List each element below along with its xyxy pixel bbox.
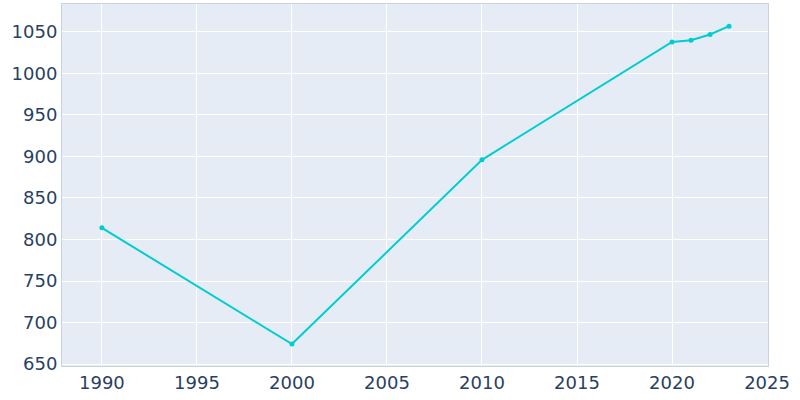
svg-text:1990: 1990 bbox=[79, 372, 125, 393]
svg-text:2005: 2005 bbox=[364, 372, 410, 393]
svg-text:900: 900 bbox=[23, 146, 57, 167]
svg-text:2025: 2025 bbox=[744, 372, 790, 393]
svg-text:750: 750 bbox=[23, 270, 57, 291]
svg-text:2010: 2010 bbox=[459, 372, 505, 393]
svg-text:2000: 2000 bbox=[269, 372, 315, 393]
svg-text:700: 700 bbox=[23, 312, 57, 333]
svg-text:1050: 1050 bbox=[12, 21, 58, 42]
svg-text:2015: 2015 bbox=[554, 372, 600, 393]
svg-text:850: 850 bbox=[23, 187, 57, 208]
svg-text:1995: 1995 bbox=[174, 372, 220, 393]
svg-text:800: 800 bbox=[23, 229, 57, 250]
svg-text:2020: 2020 bbox=[649, 372, 695, 393]
svg-text:1000: 1000 bbox=[12, 63, 58, 84]
svg-text:650: 650 bbox=[23, 353, 57, 374]
svg-text:950: 950 bbox=[23, 104, 57, 125]
